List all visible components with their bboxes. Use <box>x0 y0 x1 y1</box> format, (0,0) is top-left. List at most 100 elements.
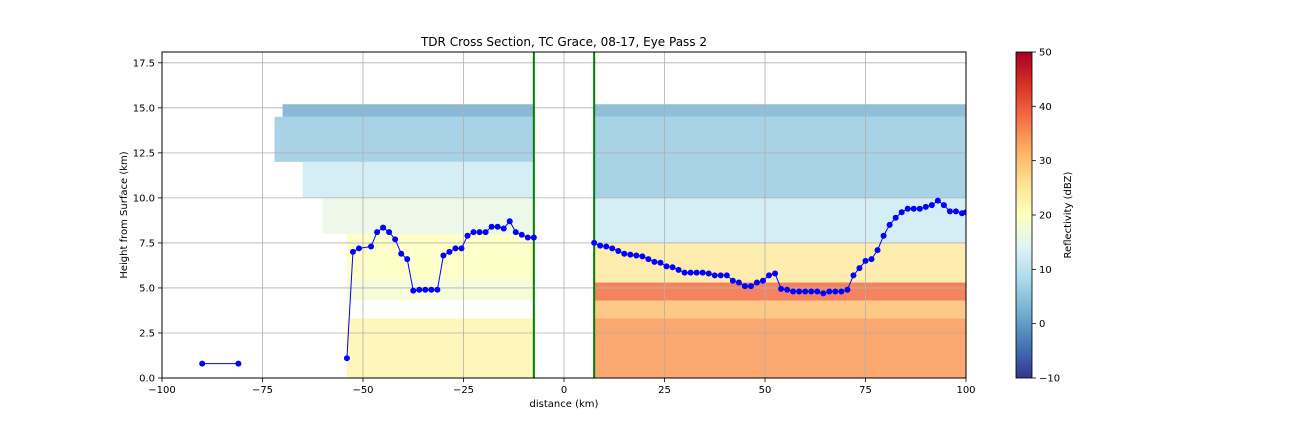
colorbar-tick-label: 0 <box>1039 319 1045 330</box>
data-point <box>814 288 821 295</box>
data-series <box>199 197 966 367</box>
y-tick-label: 7.5 <box>139 238 155 249</box>
data-point <box>482 229 489 236</box>
data-point <box>886 221 893 228</box>
data-point <box>850 272 857 279</box>
y-tick-label: 2.5 <box>139 328 155 339</box>
data-point <box>880 232 887 239</box>
data-point <box>530 234 537 241</box>
colorbar-tick-label: 20 <box>1039 211 1052 222</box>
reflectivity-cell <box>594 104 966 117</box>
x-axis-title: distance (km) <box>530 399 599 410</box>
y-axis-title: Height from Surface (km) <box>119 151 130 278</box>
data-point <box>663 263 670 270</box>
data-point <box>512 229 519 236</box>
reflectivity-cell <box>282 104 534 117</box>
data-point <box>416 286 423 293</box>
data-point <box>386 229 393 236</box>
x-tick-label: 50 <box>759 385 772 396</box>
data-point <box>922 203 929 210</box>
data-point <box>862 257 869 264</box>
data-point <box>802 288 809 295</box>
data-point <box>963 209 966 216</box>
data-point <box>452 245 459 252</box>
data-point <box>916 205 923 212</box>
y-tick-label: 5.0 <box>139 283 155 294</box>
data-point <box>380 224 387 231</box>
data-point <box>199 360 206 367</box>
data-point <box>349 248 356 255</box>
y-axis-ticks: 0.0 2.5 5.0 7.5 10.0 12.5 15.0 17.5 <box>133 58 162 385</box>
data-point <box>759 277 766 284</box>
data-point <box>687 269 694 276</box>
data-point <box>392 236 399 243</box>
reflectivity-cell <box>346 318 534 378</box>
data-point <box>856 265 863 272</box>
data-point <box>591 239 598 246</box>
data-point <box>603 243 610 250</box>
data-point <box>343 355 350 362</box>
x-tick-label: 25 <box>658 385 671 396</box>
data-point <box>946 208 953 215</box>
y-tick-label: 0.0 <box>139 374 155 385</box>
data-point <box>766 272 773 279</box>
data-point <box>868 256 875 263</box>
data-point <box>747 283 754 290</box>
y-tick-label: 10.0 <box>133 193 155 204</box>
data-point <box>844 286 851 293</box>
x-tick-label: −75 <box>252 385 273 396</box>
data-point <box>627 251 634 258</box>
x-tick-label: 0 <box>561 385 567 396</box>
data-point <box>723 272 730 279</box>
data-point <box>615 248 622 255</box>
x-tick-label: 75 <box>859 385 872 396</box>
data-point <box>898 209 905 216</box>
reflectivity-cell <box>594 116 966 198</box>
chart-title: TDR Cross Section, TC Grace, 08-17, Eye … <box>420 35 707 49</box>
data-point <box>368 243 375 250</box>
data-point <box>464 232 471 239</box>
data-point <box>729 277 736 284</box>
data-point <box>428 286 435 293</box>
data-point <box>790 288 797 295</box>
data-point <box>778 285 785 292</box>
reflectivity-field <box>274 104 966 378</box>
x-axis-ticks: −100 −75 −50 −25 0 25 50 75 100 <box>148 378 976 396</box>
reflectivity-cell <box>302 161 534 198</box>
data-point <box>494 223 501 230</box>
reflectivity-cell <box>594 197 966 243</box>
data-point <box>518 231 525 238</box>
x-tick-label: 100 <box>956 385 975 396</box>
data-point <box>699 269 706 276</box>
colorbar-tick-label: −10 <box>1039 374 1060 385</box>
colorbar-ticks: −10 0 10 20 30 40 50 <box>1032 48 1060 385</box>
data-point <box>488 223 495 230</box>
data-point <box>838 288 845 295</box>
data-point <box>633 252 640 259</box>
reflectivity-cell <box>594 318 966 378</box>
data-point <box>476 229 483 236</box>
data-point <box>693 269 700 276</box>
data-point <box>796 288 803 295</box>
colorbar-title: Reflectivity (dBZ) <box>1063 171 1074 258</box>
colorbar-tick-label: 50 <box>1039 48 1052 59</box>
eye-boundary-lines <box>532 52 596 378</box>
data-point <box>910 205 917 212</box>
data-point <box>820 290 827 297</box>
x-tick-label: −50 <box>352 385 373 396</box>
data-point <box>639 253 646 260</box>
data-point <box>934 197 941 204</box>
data-point <box>506 218 513 225</box>
data-point <box>597 242 604 249</box>
data-point <box>735 279 742 286</box>
data-point <box>355 245 362 252</box>
reflectivity-cell <box>346 278 534 301</box>
colorbar-tick-label: 30 <box>1039 156 1052 167</box>
data-point <box>398 250 405 257</box>
data-point <box>235 360 242 367</box>
data-point <box>524 234 531 241</box>
data-point <box>422 286 429 293</box>
data-point <box>711 272 718 279</box>
x-tick-label: −25 <box>453 385 474 396</box>
